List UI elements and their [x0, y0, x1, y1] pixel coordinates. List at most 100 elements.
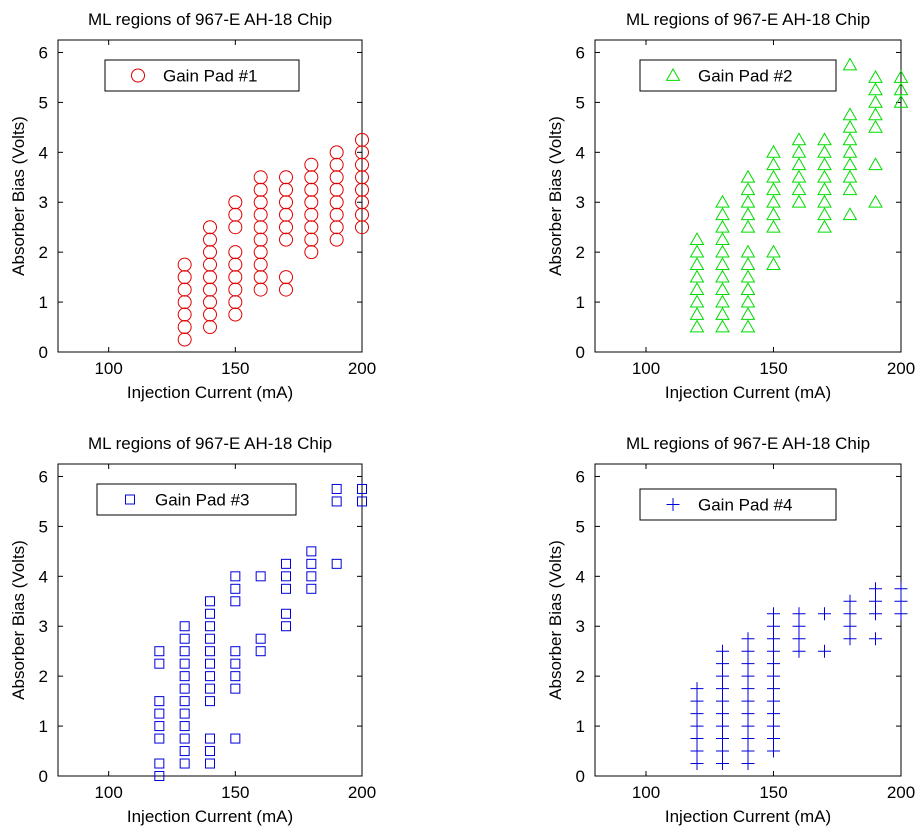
- data-point: [792, 619, 806, 633]
- data-point: [253, 170, 268, 185]
- data-point: [279, 270, 293, 285]
- data-point: [304, 170, 319, 185]
- x-tick-label: 200: [348, 783, 376, 802]
- data-point: [715, 282, 730, 295]
- data-point: [893, 82, 909, 96]
- legend-label: Gain Pad #4: [698, 496, 793, 515]
- data-point: [179, 658, 190, 669]
- data-point: [767, 682, 780, 696]
- legend-box: [104, 59, 300, 92]
- data-point: [355, 170, 369, 185]
- data-point: [689, 257, 705, 271]
- data-point: [842, 182, 858, 196]
- legend-label: Gain Pad #3: [155, 491, 250, 510]
- data-point: [817, 194, 832, 208]
- data-point: [329, 195, 344, 210]
- data-point: [766, 144, 781, 158]
- data-point: [228, 207, 243, 222]
- data-point: [741, 682, 755, 696]
- data-point: [281, 621, 291, 632]
- y-tick-label: 1: [39, 717, 48, 736]
- y-tick-label: 5: [576, 93, 585, 112]
- x-axis-label: Injection Current (mA): [665, 807, 831, 826]
- y-tick-label: 4: [576, 143, 585, 162]
- y-tick-label: 3: [39, 617, 48, 636]
- data-point: [203, 232, 217, 247]
- data-point: [715, 207, 730, 221]
- data-point: [306, 546, 317, 557]
- y-axis-label: Absorber Bias (Volts): [546, 116, 565, 276]
- data-point: [817, 182, 832, 196]
- data-point: [355, 207, 369, 222]
- data-point: [716, 719, 729, 733]
- data-point: [894, 594, 908, 608]
- y-tick-label: 0: [39, 343, 48, 362]
- data-point: [154, 771, 165, 781]
- data-point: [205, 596, 215, 607]
- data-point: [154, 646, 165, 657]
- data-point: [279, 195, 293, 210]
- data-point: [690, 707, 704, 721]
- y-tick-label: 4: [39, 567, 48, 586]
- data-point: [255, 571, 266, 582]
- data-point: [203, 270, 217, 285]
- chart-panel-3: ML regions of 967-E AH-18 Chip 100 150 200 0…: [9, 434, 376, 826]
- data-point: [689, 294, 705, 308]
- data-point: [179, 671, 190, 682]
- data-point: [740, 219, 756, 233]
- data-point: [179, 646, 190, 657]
- data-point: [843, 632, 857, 646]
- data-point: [154, 733, 165, 744]
- data-point: [689, 269, 705, 283]
- data-point: [741, 694, 755, 708]
- data-point: [868, 82, 883, 96]
- data-point: [281, 583, 291, 594]
- y-tick-label: 1: [39, 293, 48, 312]
- data-point: [154, 658, 165, 669]
- data-point: [177, 270, 192, 285]
- data-point: [716, 657, 729, 671]
- data-point: [741, 707, 755, 721]
- data-point: [817, 169, 832, 183]
- data-point: [740, 169, 756, 183]
- data-point: [868, 194, 883, 208]
- data-point: [355, 157, 369, 172]
- data-point: [741, 669, 755, 683]
- data-point: [253, 195, 268, 210]
- chart-title: ML regions of 967-E AH-18 Chip: [626, 434, 870, 453]
- data-point: [253, 282, 268, 297]
- data-point: [893, 94, 909, 108]
- y-tick-label: 0: [576, 343, 585, 362]
- data-point: [203, 220, 217, 235]
- data-point: [154, 708, 165, 719]
- data-point: [842, 169, 858, 183]
- chart-title: ML regions of 967-E AH-18 Chip: [626, 10, 870, 29]
- data-point: [767, 657, 780, 671]
- data-point: [715, 307, 730, 320]
- data-point: [205, 671, 215, 682]
- data-point: [715, 319, 730, 333]
- data-point: [230, 683, 241, 694]
- data-point: [741, 732, 755, 746]
- data-point: [329, 232, 344, 247]
- y-tick-label: 6: [39, 467, 48, 486]
- y-tick-label: 0: [576, 767, 585, 786]
- data-point: [766, 207, 781, 221]
- data-point: [817, 207, 832, 221]
- data-point: [767, 607, 780, 621]
- x-tick-label: 200: [887, 359, 915, 378]
- data-point: [716, 682, 729, 696]
- data-point: [766, 244, 781, 258]
- x-axis-label: Injection Current (mA): [127, 383, 293, 402]
- data-point: [843, 619, 857, 633]
- data-point: [792, 632, 806, 646]
- y-tick-label: 5: [39, 517, 48, 536]
- data-point: [767, 694, 780, 708]
- data-point: [766, 169, 781, 183]
- legend-marker: [666, 498, 680, 511]
- x-tick-label: 150: [221, 359, 249, 378]
- data-point: [767, 619, 780, 633]
- x-tick-label: 100: [94, 359, 122, 378]
- data-point: [329, 220, 344, 235]
- data-point: [228, 282, 243, 297]
